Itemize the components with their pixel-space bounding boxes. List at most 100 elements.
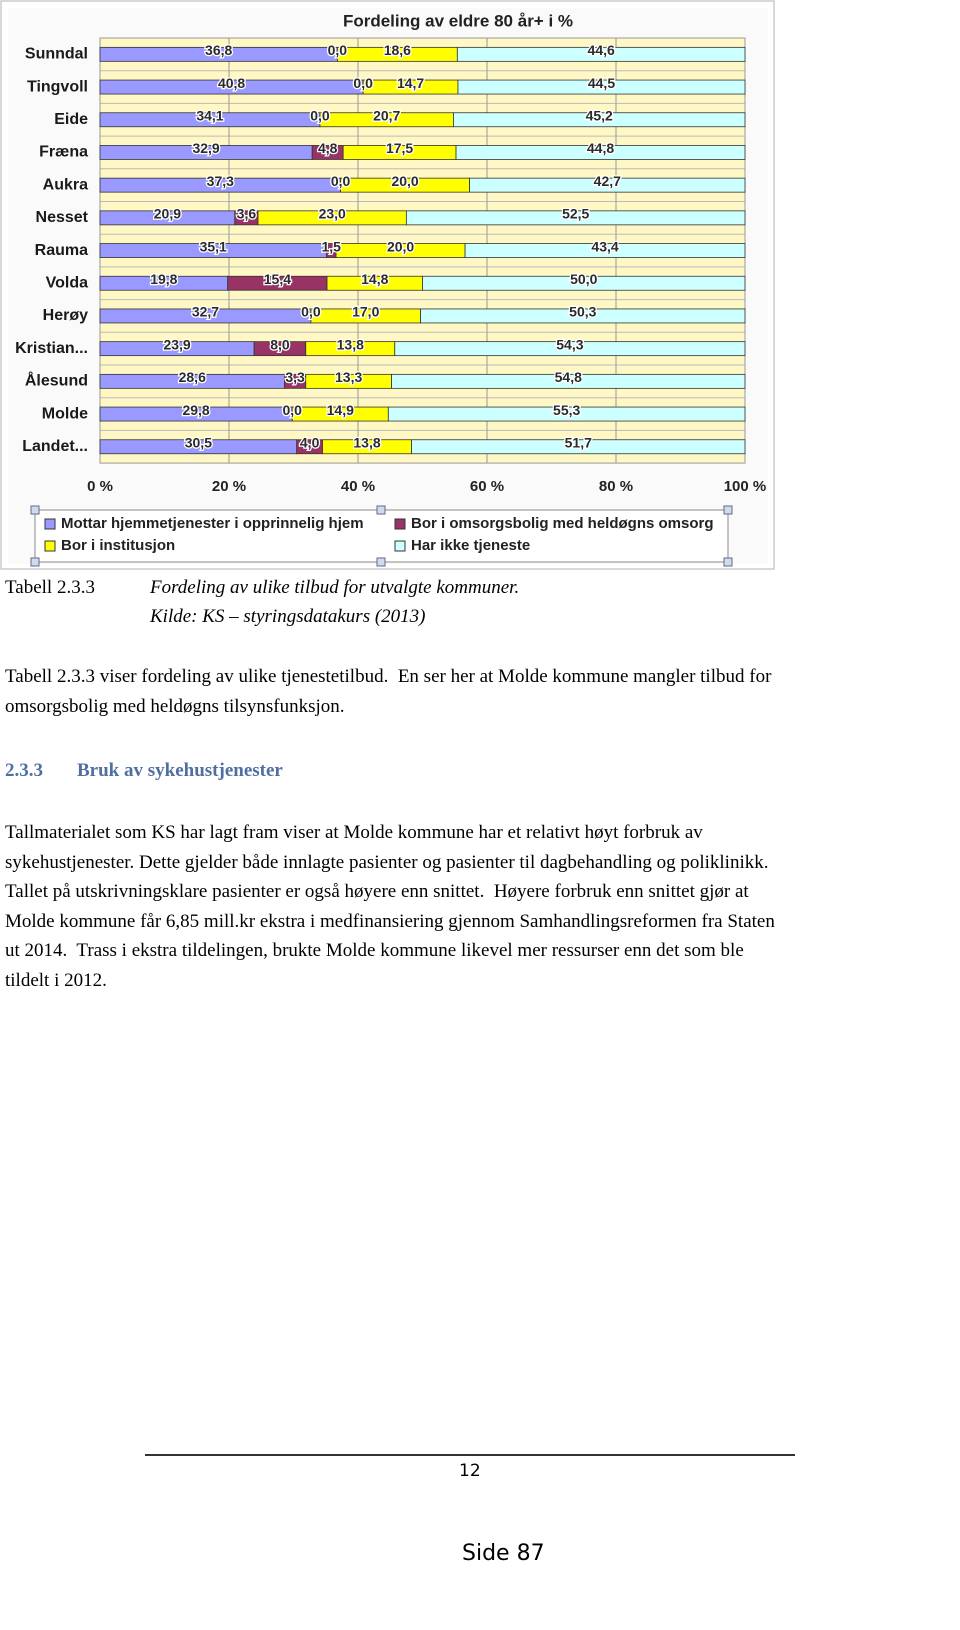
- bar-segment: [387, 406, 746, 422]
- footer-rule: [145, 1454, 795, 1456]
- data-label: 34,1: [196, 107, 223, 123]
- data-label: 45,2: [586, 107, 613, 123]
- page-number: 12: [459, 1461, 481, 1481]
- data-label: 3,6: [237, 206, 257, 222]
- y-tick-label: Eide: [54, 111, 88, 128]
- data-label: 20,7: [373, 107, 400, 123]
- bar-segment: [464, 243, 746, 258]
- paragraph-line: sykehustjenester. Dette gjelder både inn…: [5, 852, 769, 873]
- data-label: 50,3: [569, 304, 596, 320]
- legend-label: Mottar hjemmetjenester i opprinnelig hje…: [61, 515, 364, 532]
- handle: [723, 505, 733, 515]
- data-label: 20,0: [387, 238, 414, 254]
- page-side: Side 87: [462, 1541, 545, 1566]
- y-tick-label: Molde: [42, 405, 88, 422]
- data-label: 0,0: [301, 304, 321, 320]
- legend-swatch: [394, 518, 406, 530]
- y-tick-label: Sunndal: [25, 46, 88, 63]
- data-label: 13,3: [335, 369, 362, 385]
- data-label: 51,7: [565, 434, 592, 450]
- bar-segment: [453, 112, 746, 128]
- data-label: 0,0: [353, 75, 373, 91]
- data-label: 35,1: [200, 238, 227, 254]
- data-label: 13,8: [337, 336, 364, 352]
- data-label: 32,7: [192, 304, 219, 320]
- data-label: 17,5: [386, 140, 413, 156]
- x-tick-label: 60 %: [470, 478, 504, 495]
- bar-segment: [405, 210, 746, 226]
- x-tick-label: 20 %: [212, 478, 246, 495]
- data-label: 4,0: [300, 434, 320, 450]
- data-label: 44,6: [588, 42, 615, 58]
- bar-segment: [457, 79, 746, 95]
- data-label: 32,9: [192, 140, 219, 156]
- data-label: 18,6: [384, 42, 411, 58]
- paragraph-line: Tallet på utskrivningsklare pasienter er…: [5, 881, 749, 902]
- data-label: 42,7: [594, 173, 621, 189]
- data-label: 54,3: [556, 336, 583, 352]
- data-label: 30,5: [185, 434, 212, 450]
- y-tick-label: Fræna: [39, 144, 88, 161]
- bar-segment: [455, 145, 746, 160]
- bar-segment: [422, 275, 746, 291]
- chart-title: Fordeling av eldre 80 år+ i %: [343, 11, 573, 30]
- data-label: 1,5: [321, 238, 341, 254]
- data-label: 54,8: [555, 369, 582, 385]
- data-label: 4,8: [318, 140, 338, 156]
- y-tick-label: Landet...: [22, 438, 88, 455]
- y-tick-label: Nesset: [36, 209, 89, 226]
- data-label: 55,3: [553, 402, 580, 418]
- paragraph-line: Tabell 2.3.3 viser fordeling av ulike tj…: [5, 666, 772, 687]
- legend-swatch: [394, 540, 406, 552]
- data-label: 36,8: [205, 42, 232, 58]
- data-label: 40,8: [218, 75, 245, 91]
- y-tick-label: Volda: [46, 274, 88, 291]
- paragraph-line: Molde kommune får 6,85 mill.kr ekstra i …: [5, 911, 775, 932]
- data-label: 13,8: [353, 434, 380, 450]
- caption-line: Kilde: KS – styringsdatakurs (2013): [150, 606, 426, 627]
- bar-segment: [420, 308, 746, 324]
- paragraph-line: tildelt i 2012.: [5, 970, 107, 991]
- bar-segment: [456, 46, 746, 62]
- data-label: 43,4: [591, 238, 618, 254]
- data-label: 23,9: [163, 336, 190, 352]
- bar-segment: [411, 439, 746, 455]
- data-label: 23,0: [319, 206, 346, 222]
- data-label: 28,6: [179, 369, 206, 385]
- heading-title: Bruk av sykehustjenester: [77, 760, 283, 781]
- legend-label: Har ikke tjeneste: [411, 537, 530, 554]
- data-label: 52,5: [562, 206, 589, 222]
- data-label: 50,0: [570, 271, 597, 287]
- paragraph-line: omsorgsbolig med heldøgns tilsynsfunksjo…: [5, 696, 345, 717]
- caption-label: Tabell 2.3.3: [5, 577, 95, 598]
- data-label: 44,8: [587, 140, 614, 156]
- y-tick-label: Ålesund: [25, 371, 88, 390]
- bar-segment: [391, 373, 746, 389]
- data-label: 20,9: [154, 206, 181, 222]
- y-tick-label: Aukra: [43, 176, 88, 193]
- data-label: 19,8: [150, 271, 177, 287]
- data-label: 44,5: [588, 75, 615, 91]
- data-label: 3,3: [285, 369, 305, 385]
- data-label: 37,3: [207, 173, 234, 189]
- data-label: 15,4: [264, 271, 291, 287]
- bar-segment: [469, 177, 746, 193]
- chart: Fordeling av eldre 80 år+ i % 0 % 20 % 40 …: [0, 0, 775, 570]
- legend-swatch: [44, 518, 56, 530]
- handle: [723, 557, 733, 567]
- paragraph-line: Tallmaterialet som KS har lagt fram vise…: [5, 822, 703, 843]
- y-tick-label: Kristian...: [15, 340, 88, 357]
- data-label: 14,9: [327, 402, 354, 418]
- y-tick-label: Rauma: [35, 242, 88, 259]
- heading-number: 2.3.3: [5, 760, 43, 781]
- legend-swatch: [44, 540, 56, 552]
- data-label: 0,0: [282, 402, 302, 418]
- x-tick-label: 80 %: [599, 478, 633, 495]
- caption-line: Fordeling av ulike tilbud for utvalgte k…: [150, 577, 520, 598]
- data-label: 14,8: [361, 271, 388, 287]
- legend-label: Bor i omsorgsbolig med heldøgns omsorg: [411, 515, 714, 532]
- data-label: 0,0: [328, 42, 348, 58]
- data-label: 17,0: [352, 304, 379, 320]
- legend-label: Bor i institusjon: [61, 537, 175, 554]
